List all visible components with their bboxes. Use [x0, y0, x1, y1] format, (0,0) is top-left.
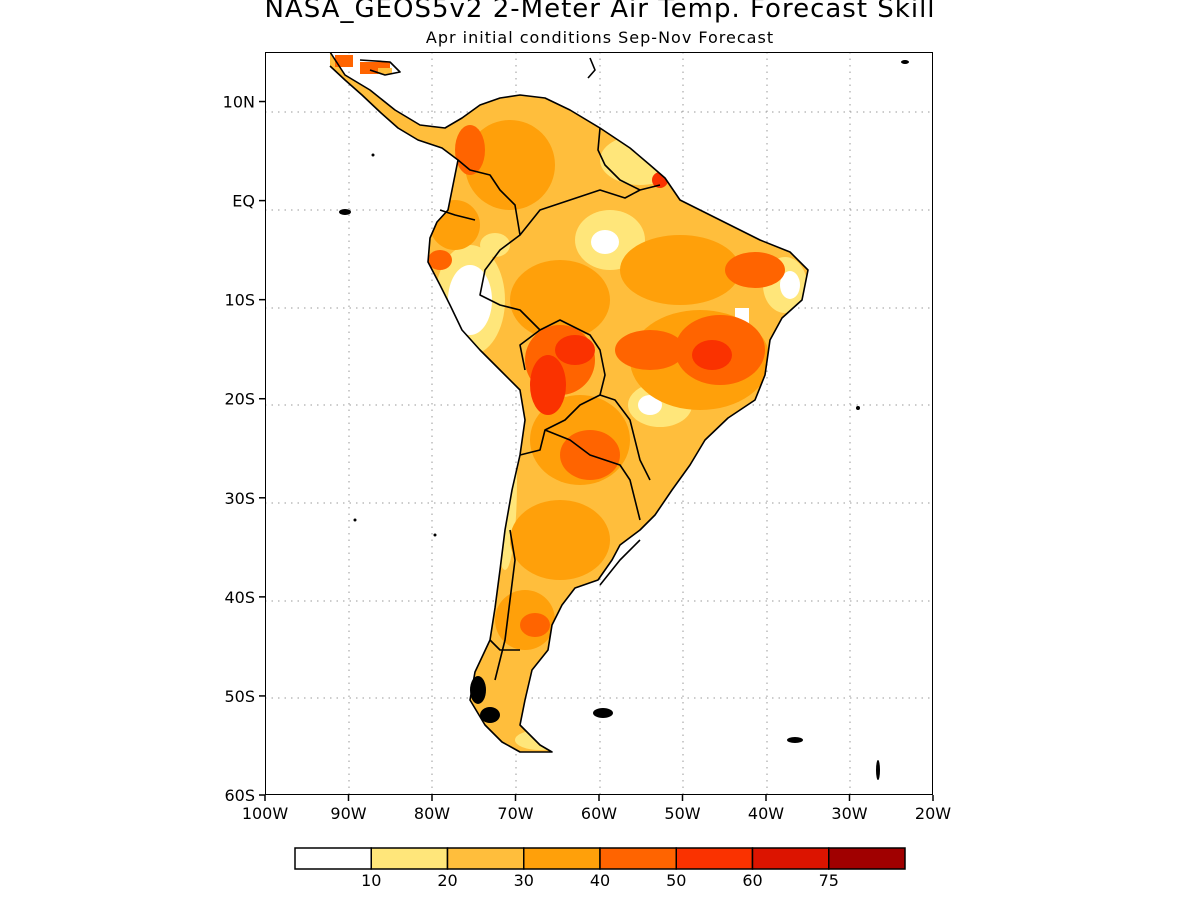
central-america-shading	[335, 55, 392, 74]
map-frame	[265, 52, 933, 795]
colorbar: 10 20 30 40 50 60 75	[294, 847, 906, 890]
lat-tick-label: 20S	[224, 390, 255, 409]
colorbar-label: 75	[819, 871, 839, 890]
islands	[339, 60, 909, 780]
lat-tick-label: EQ	[232, 192, 255, 211]
colorbar-swatch	[751, 847, 830, 870]
lat-tick-label: 10S	[224, 291, 255, 310]
colorbar-swatch	[523, 847, 601, 870]
lon-tick-label: 40W	[748, 804, 784, 823]
colorbar-swatch	[370, 847, 449, 870]
colorbar-swatch	[675, 847, 754, 870]
colorbar-label: 20	[437, 871, 457, 890]
longitude-axis: 100W 90W 80W 70W 60W 50W 40W 30W 20W	[242, 795, 951, 823]
coastlines	[329, 52, 809, 753]
map-subtitle: Apr initial conditions Sep-Nov Forecast	[425, 28, 775, 47]
colorbar-label: 60	[742, 871, 762, 890]
colorbar-label: 40	[590, 871, 610, 890]
colorbar-swatch	[446, 847, 525, 870]
lat-tick-label: 30S	[224, 489, 255, 508]
lon-tick-label: 30W	[831, 804, 867, 823]
lon-tick-label: 90W	[330, 804, 366, 823]
colorbar-label: 30	[514, 871, 534, 890]
colorbar-swatch	[828, 847, 906, 870]
lon-tick-label: 80W	[414, 804, 450, 823]
colorbar-swatch	[599, 847, 677, 870]
lon-tick-label: 50W	[664, 804, 700, 823]
lon-tick-label: 100W	[242, 804, 289, 823]
lon-tick-label: 20W	[915, 804, 951, 823]
lon-tick-label: 60W	[581, 804, 617, 823]
lat-tick-label: 50S	[224, 687, 255, 706]
map-title: NASA_GEOS5v2 2-Meter Air Temp. Forecast …	[264, 0, 936, 24]
lat-tick-label: 10N	[223, 93, 255, 112]
colorbar-label: 10	[361, 871, 381, 890]
colorbar-swatch	[294, 847, 372, 870]
lon-tick-label: 70W	[497, 804, 533, 823]
lat-tick-label: 40S	[224, 588, 255, 607]
lat-tick-label: 60S	[224, 786, 255, 805]
colorbar-label: 50	[666, 871, 686, 890]
latitude-axis: 10N EQ 10S 20S 30S 40S 50S 60S	[223, 93, 265, 805]
